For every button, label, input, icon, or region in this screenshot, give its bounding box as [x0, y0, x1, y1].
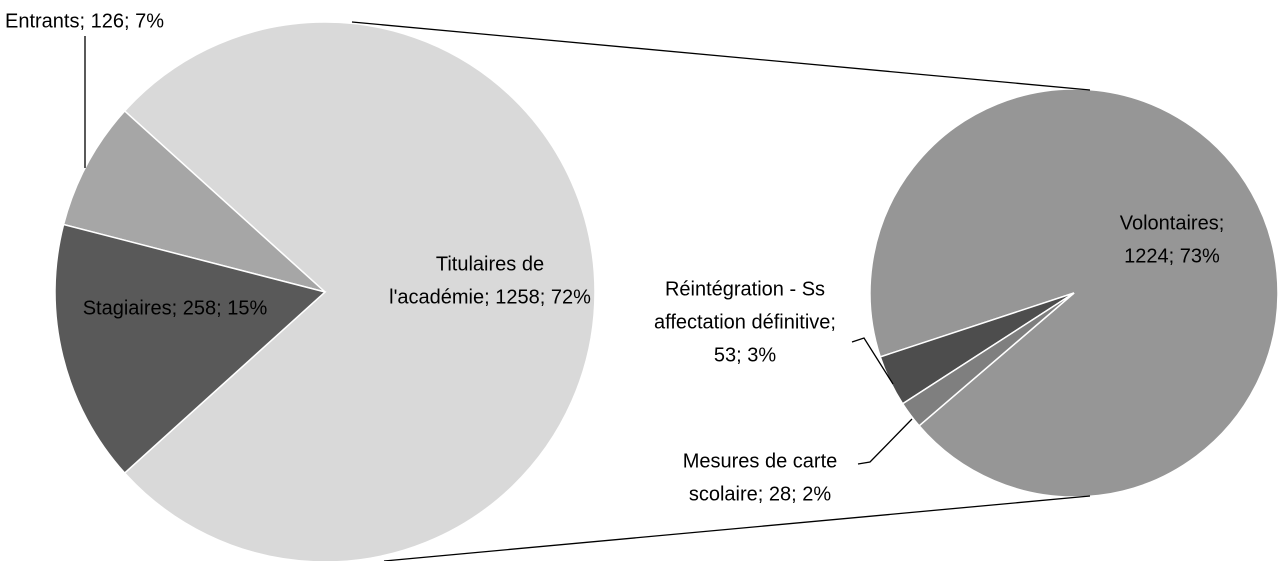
data-label: 1224; 73%: [1124, 245, 1220, 267]
pie-slice: [901, 292, 1075, 427]
data-label: Entrants; 126; 7%: [5, 10, 164, 32]
data-label: Stagiaires; 258; 15%: [83, 297, 268, 319]
pie-slice: [62, 109, 326, 293]
data-label: Volontaires;: [1120, 212, 1225, 234]
data-label: l'académie; 1258; 72%: [389, 286, 591, 308]
labels: Titulaires de l'académie; 1258; 72% Entran…: [5, 10, 1224, 505]
leader-line: [857, 418, 913, 465]
data-label: Réintégration - Ss: [665, 278, 825, 300]
connector-line: [383, 495, 1091, 561]
data-label: affectation définitive;: [654, 311, 836, 333]
data-label: scolaire; 28; 2%: [689, 483, 832, 505]
connector-line: [351, 21, 1091, 91]
pie-slice: [54, 223, 327, 475]
data-label: Titulaires de: [436, 253, 544, 275]
leader-line: [851, 337, 894, 385]
data-label: Mesures de carte: [683, 450, 838, 472]
data-label: 53; 3%: [714, 344, 776, 366]
